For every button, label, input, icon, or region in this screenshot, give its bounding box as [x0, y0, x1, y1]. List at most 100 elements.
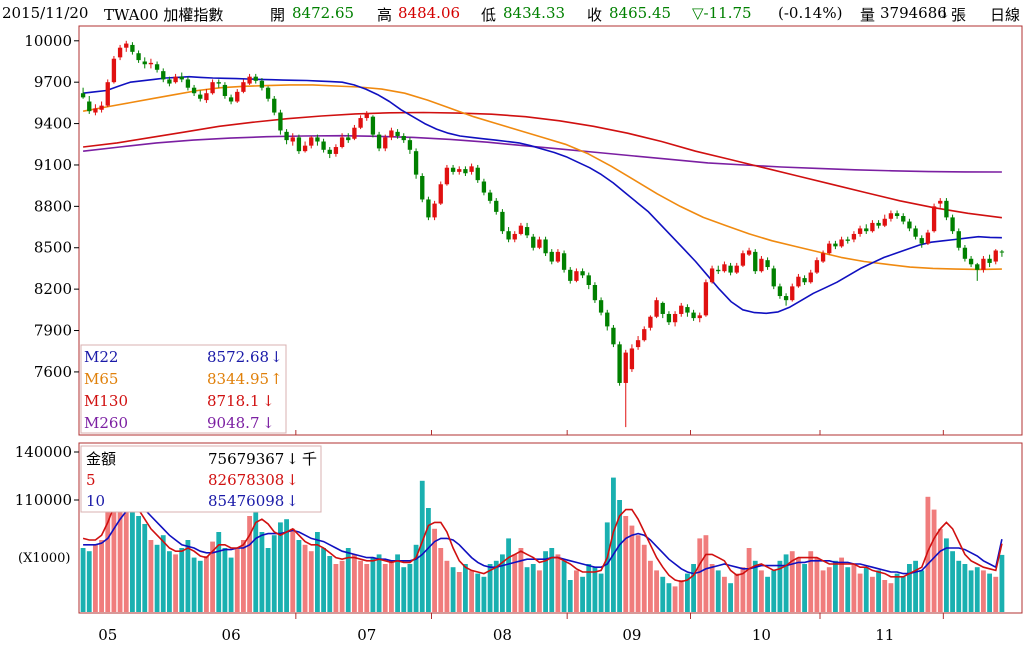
candle-body — [746, 250, 752, 255]
volume-bar — [284, 519, 289, 612]
volume-bar — [555, 554, 561, 612]
volume-bar — [697, 538, 703, 612]
quote-symbol: TWA00 加權指數 — [104, 6, 224, 24]
price-legend: M22 8572.68 ↓ M65 8344.95 ↑ M130 8718.1 … — [80, 344, 287, 434]
volume-bar — [382, 564, 388, 612]
price-tick-label: 9100 — [34, 156, 72, 174]
candle — [598, 297, 604, 316]
candle-body — [370, 116, 376, 135]
volume-bar — [851, 564, 857, 612]
candle-body — [888, 213, 894, 219]
candle-body — [771, 268, 776, 287]
legend-ma10-name: 10 — [86, 492, 105, 510]
volume-bar — [931, 509, 937, 612]
candle — [136, 50, 141, 63]
candle-body — [901, 216, 906, 222]
candle — [796, 273, 801, 288]
candle-body — [654, 300, 659, 317]
candle — [938, 198, 943, 208]
candle — [432, 200, 437, 221]
volume-bar — [364, 564, 370, 612]
volume-bar — [974, 567, 980, 612]
candle-body — [679, 305, 684, 314]
candle — [284, 129, 289, 145]
candle — [722, 261, 727, 273]
candle-body — [956, 231, 961, 248]
candle-body — [117, 47, 123, 58]
candle-body — [777, 286, 783, 297]
candle — [617, 341, 622, 386]
volume-bar — [863, 567, 869, 612]
volume-bar — [894, 573, 900, 612]
volume-bar — [685, 573, 690, 612]
candle-body — [722, 264, 727, 272]
candle-body — [420, 176, 425, 200]
candle-body — [413, 151, 419, 175]
candle-body — [999, 251, 1005, 253]
volume-bar — [321, 548, 326, 612]
price-tick-label: 10000 — [24, 32, 72, 50]
candle-body — [931, 206, 937, 232]
candle — [210, 79, 215, 95]
candle-body — [321, 141, 326, 150]
volume-bar — [327, 556, 333, 612]
volume-bar — [86, 551, 92, 612]
candle — [660, 301, 665, 319]
candle-body — [580, 271, 585, 276]
candle — [845, 236, 850, 244]
volume-bar — [407, 564, 413, 612]
candle-body — [796, 276, 801, 287]
candle — [327, 147, 332, 159]
candle-body — [857, 228, 863, 234]
candle — [592, 282, 598, 303]
candle — [691, 309, 696, 321]
volume-bar — [703, 535, 709, 612]
candle-body — [753, 251, 758, 272]
volume-bar — [900, 576, 906, 612]
candle-body — [950, 217, 955, 232]
candle-body — [549, 251, 554, 262]
candle-body — [309, 137, 314, 146]
volume-bars — [80, 476, 1005, 612]
volume-bar — [111, 484, 117, 612]
volume-bar — [173, 554, 178, 612]
candle-body — [882, 218, 887, 226]
candle — [395, 129, 400, 139]
candle-body — [845, 239, 850, 241]
candle — [802, 275, 807, 285]
volume-bar — [524, 567, 530, 612]
candle-body — [383, 137, 388, 149]
volume-bar — [802, 564, 807, 612]
price-tick-label: 8800 — [34, 197, 72, 215]
candle-body — [574, 271, 579, 281]
candle — [981, 256, 986, 273]
candle — [987, 254, 992, 268]
candle — [401, 133, 406, 143]
candle-body — [617, 344, 622, 383]
price-panel-frame — [78, 25, 1023, 436]
candle-body — [346, 137, 351, 141]
volume-bar — [419, 480, 425, 612]
candle — [975, 262, 980, 281]
volume-bar — [216, 532, 222, 612]
candle — [685, 304, 690, 317]
legend-m260-arrow-icon: ↓ — [262, 414, 275, 432]
volume-bar — [845, 567, 851, 612]
volume-bar — [833, 560, 838, 612]
legend-m65-value: 8344.95 — [207, 370, 269, 388]
candle — [531, 233, 536, 251]
volume-bar — [487, 564, 493, 612]
candle — [241, 79, 246, 94]
candle — [882, 214, 887, 228]
candle — [87, 95, 92, 114]
candle-body — [734, 265, 739, 273]
volume-bar — [580, 576, 585, 612]
candle — [814, 257, 820, 274]
volume-bar — [450, 567, 456, 612]
candle — [216, 79, 221, 88]
candle-body — [709, 268, 715, 283]
volume-bar — [463, 564, 468, 612]
legend-m65-name: M65 — [84, 370, 118, 388]
volume-bar — [623, 516, 629, 612]
candle — [512, 231, 517, 243]
